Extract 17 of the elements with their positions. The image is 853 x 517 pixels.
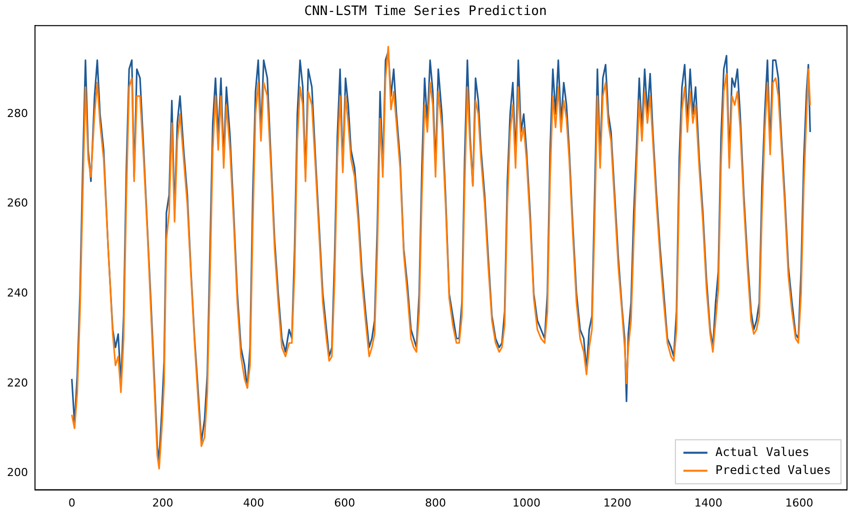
x-tick-label: 200 (152, 496, 174, 510)
y-tick-label: 240 (6, 286, 28, 300)
y-tick-label: 280 (6, 106, 28, 120)
chart-title: CNN-LSTM Time Series Prediction (304, 4, 547, 20)
x-tick-label: 600 (334, 496, 356, 510)
legend-label: Actual Values (715, 444, 810, 459)
x-tick-label: 400 (243, 496, 264, 510)
legend-label: Predicted Values (715, 462, 831, 477)
x-tick-label: 1400 (694, 496, 722, 510)
y-tick-label: 220 (6, 376, 28, 390)
x-tick-label: 1600 (785, 496, 814, 510)
x-tick-label: 800 (425, 496, 446, 510)
x-tick-label: 0 (68, 496, 76, 510)
y-tick-label: 200 (6, 466, 28, 480)
y-tick-label: 260 (6, 196, 28, 210)
x-tick-label: 1200 (603, 496, 632, 510)
x-tick-label: 1000 (512, 496, 540, 510)
